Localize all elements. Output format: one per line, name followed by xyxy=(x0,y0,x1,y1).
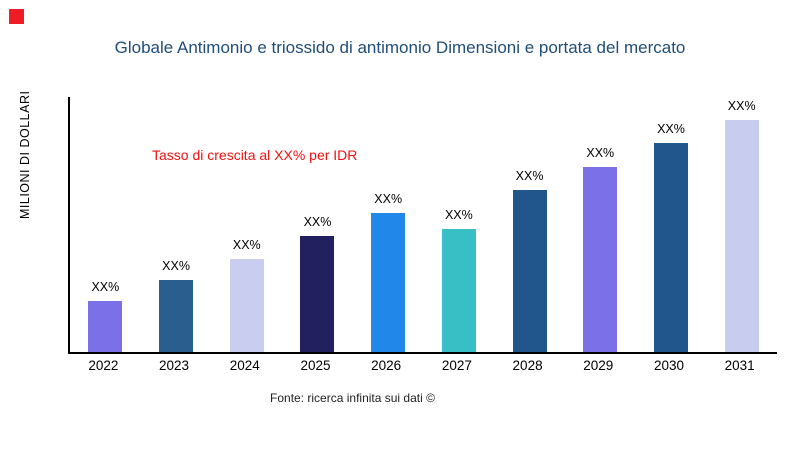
x-tick-2029: 2029 xyxy=(583,358,614,373)
growth-rate-annotation: Tasso di crescita al XX% per IDR xyxy=(152,147,358,163)
bar-2026 xyxy=(371,213,406,352)
bar-group-2029: XX% xyxy=(565,146,636,352)
bar-value-label: XX% xyxy=(91,280,120,294)
bar-value-label: XX% xyxy=(727,99,756,113)
brand-red-square xyxy=(9,9,24,24)
bar-value-label: XX% xyxy=(162,259,190,273)
source-note: Fonte: ricerca infinita sui dati © xyxy=(270,391,435,405)
bar-group-2031: XX% xyxy=(706,99,777,352)
y-axis-label: MILIONI DI DOLLARI xyxy=(18,90,32,220)
x-tick-2028: 2028 xyxy=(512,358,543,373)
bar-2029 xyxy=(583,167,618,352)
bar-value-label: XX% xyxy=(232,238,261,252)
x-tick-2022: 2022 xyxy=(88,358,119,373)
x-tick-2030: 2030 xyxy=(653,358,684,373)
bar-2028 xyxy=(512,190,547,352)
bar-value-label: XX% xyxy=(303,215,332,229)
x-tick-2025: 2025 xyxy=(300,358,331,373)
bar-2031 xyxy=(724,120,759,352)
plot-area: XX% XX% XX% XX% XX% XX% XX% XX% XX% XX% xyxy=(68,97,777,354)
x-tick-2027: 2027 xyxy=(441,358,472,373)
bar-group-2025: XX% xyxy=(282,215,353,352)
chart-title: Globale Antimonio e triossido di antimon… xyxy=(114,38,686,57)
bar-value-label: XX% xyxy=(515,169,544,183)
bar-group-2023: XX% xyxy=(141,259,212,352)
x-tick-2026: 2026 xyxy=(371,358,402,373)
x-tick-2023: 2023 xyxy=(159,358,190,373)
bar-value-label: XX% xyxy=(586,146,615,160)
bar-group-2028: XX% xyxy=(494,169,565,352)
bar-2022 xyxy=(88,301,123,352)
bar-group-2030: XX% xyxy=(636,122,707,352)
bars-container: XX% XX% XX% XX% XX% XX% XX% XX% XX% XX% xyxy=(70,97,777,352)
x-tick-2024: 2024 xyxy=(229,358,260,373)
bar-2025 xyxy=(300,236,335,352)
x-axis-ticks: 2022 2023 2024 2025 2026 2027 2028 2029 2030 2031 xyxy=(68,358,775,373)
bar-2027 xyxy=(441,229,476,352)
bar-2024 xyxy=(229,259,264,352)
bar-group-2022: XX% xyxy=(70,280,141,352)
bar-value-label: XX% xyxy=(444,208,473,222)
bar-group-2024: XX% xyxy=(211,238,282,352)
bar-2030 xyxy=(653,143,688,352)
bar-2023 xyxy=(159,280,194,352)
x-tick-2031: 2031 xyxy=(724,358,755,373)
bar-group-2026: XX% xyxy=(353,192,424,352)
bar-group-2027: XX% xyxy=(424,208,495,352)
bar-value-label: XX% xyxy=(657,122,685,136)
bar-value-label: XX% xyxy=(374,192,403,206)
